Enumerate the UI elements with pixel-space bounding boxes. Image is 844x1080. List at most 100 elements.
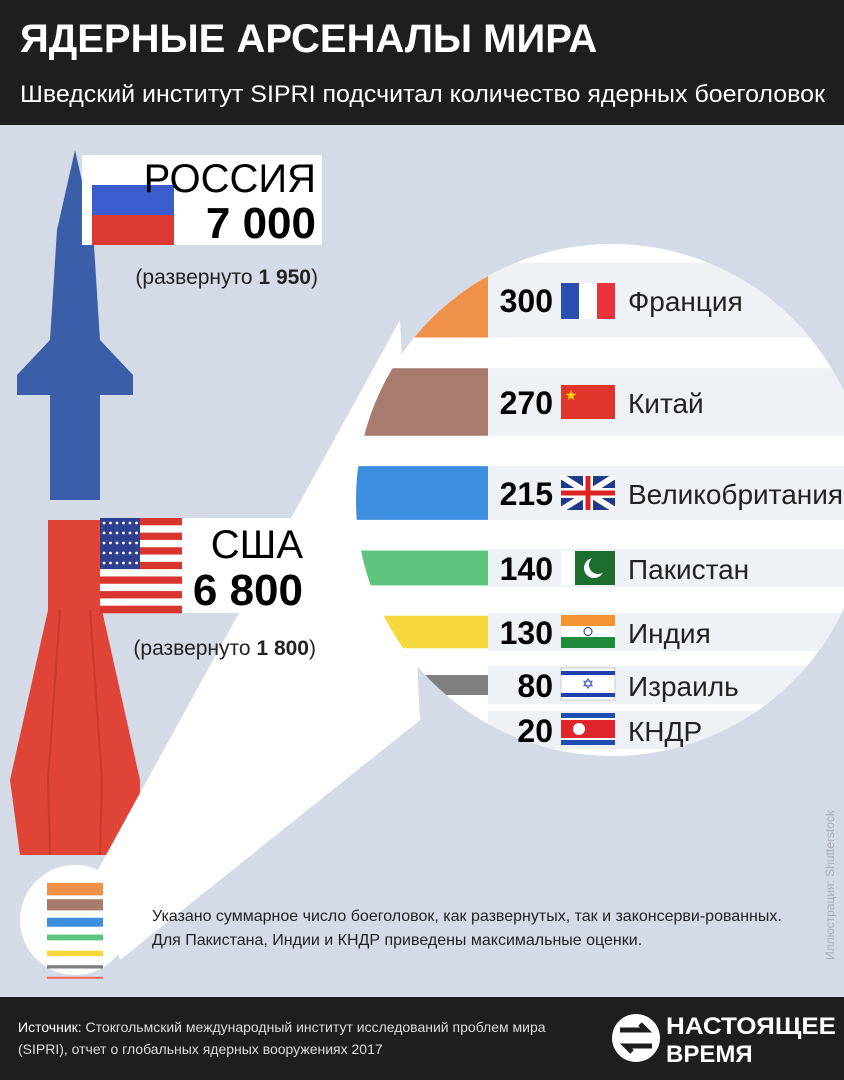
flag-stripe: [100, 554, 182, 563]
flag-ru: [92, 185, 174, 215]
deployed-text: (развернуто: [135, 266, 252, 289]
deployed-text: (развернуто: [133, 637, 250, 660]
flag-star: ★: [565, 387, 578, 403]
flag-us: [100, 518, 182, 614]
flag-star: [115, 551, 119, 555]
flag-star: [115, 521, 119, 525]
logo-icon: [612, 1014, 660, 1062]
deployed: (развернуто 1 950): [135, 266, 318, 289]
row-band: [488, 613, 844, 651]
flag-stripe: [100, 547, 182, 555]
flag-stripe: [100, 605, 182, 614]
count: 7 000: [206, 199, 316, 248]
flag: [579, 283, 597, 319]
flag: [561, 720, 615, 738]
source: Источник: Стокгольмский международный ин…: [18, 1016, 578, 1060]
flag: [561, 615, 615, 626]
flag-stripe: [100, 539, 182, 548]
flag-star: [109, 551, 112, 555]
value-label: 140: [500, 551, 553, 587]
flag-stripe: [100, 598, 182, 606]
flag-star: [135, 531, 138, 535]
mini-bar: [47, 934, 103, 941]
bar: [356, 466, 488, 520]
value-label: 300: [500, 283, 553, 319]
flag: [561, 476, 615, 510]
flag-star: [102, 541, 106, 545]
flag: [597, 283, 615, 319]
logo-top: НАСТОЯЩЕЕ: [666, 1013, 836, 1040]
flag-star: [128, 561, 132, 565]
flag: [561, 626, 615, 637]
header-bg: [0, 0, 844, 125]
country-name: Израиль: [628, 671, 739, 702]
value-label: 130: [500, 615, 553, 651]
flag-star: [128, 521, 132, 525]
flag: [561, 671, 615, 675]
source-text: Стокгольмский международный институт исс…: [18, 1019, 546, 1057]
flag-star: [122, 541, 125, 545]
flag-star: [102, 521, 106, 525]
flag-star: [102, 561, 106, 565]
value-label: 270: [500, 385, 553, 421]
value-label: 20: [517, 713, 553, 749]
mini-bar: [47, 899, 103, 911]
country-name: Великобритания: [628, 479, 843, 510]
flag-stripe: [100, 569, 182, 577]
flag-star: [128, 551, 132, 555]
title: ЯДЕРНЫЕ АРСЕНАЛЫ МИРА: [20, 17, 597, 61]
flag-star: [109, 521, 112, 525]
country-name: Индия: [628, 618, 711, 649]
flag-star: [135, 541, 138, 545]
flag-star: [135, 521, 138, 525]
flag-star: ✡: [582, 676, 595, 693]
country-name: Китай: [628, 388, 704, 419]
flag: [589, 556, 607, 574]
flag-star: [115, 531, 119, 535]
zoom-connector: [95, 320, 420, 960]
country-name: США: [211, 523, 304, 567]
rocket-bottom: [10, 520, 140, 855]
flag-stripe: [100, 591, 182, 599]
label-box: [174, 155, 322, 245]
flag-star: [109, 561, 112, 565]
flag-star: [135, 551, 138, 555]
mini-bar: [47, 882, 103, 896]
mini-bar: [47, 950, 103, 957]
bar: [356, 550, 488, 586]
deployed: (развернуто 1 800): [133, 637, 316, 660]
country-name: Пакистан: [628, 554, 749, 585]
label-box: [182, 518, 314, 613]
mini-bar: [47, 965, 103, 969]
flag: [561, 385, 615, 419]
flag-stripe: [100, 518, 182, 526]
country-name: КНДР: [628, 716, 702, 747]
subtitle: Шведский институт SIPRI подсчитал количе…: [20, 81, 826, 108]
flag-star: [102, 551, 106, 555]
flag-star: [122, 561, 125, 565]
rocket-line: [46, 609, 61, 856]
flag-stripe: [100, 532, 182, 541]
rocket-line: [89, 609, 104, 856]
flag-star: [102, 531, 106, 535]
row-band: [488, 549, 844, 587]
value-label: 215: [500, 476, 553, 512]
flag-star: [109, 541, 112, 545]
rocket-top: [17, 150, 133, 500]
flag-star: [135, 561, 138, 565]
flag: [561, 693, 615, 697]
source-box: Источник: Стокгольмский международный ин…: [18, 1016, 578, 1060]
flag: [583, 627, 593, 636]
flag: [561, 551, 575, 585]
flag-stripe: [100, 561, 182, 570]
note: Указано суммарное число боеголовок, как …: [152, 908, 782, 949]
flag-star: [122, 551, 125, 555]
flag-star: [122, 531, 125, 535]
flag-ru: [92, 215, 174, 245]
flag: [561, 283, 579, 319]
flag-stripe: [100, 583, 182, 592]
flag: [573, 723, 585, 735]
row-band: [488, 466, 844, 520]
note-box: Указано суммарное число боеголовок, как …: [152, 908, 782, 949]
